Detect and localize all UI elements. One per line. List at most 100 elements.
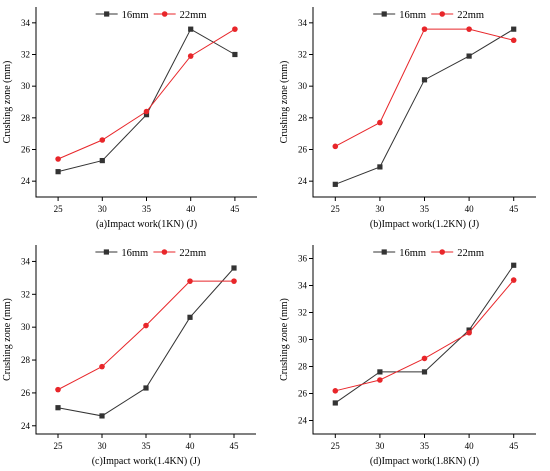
x-tick-label: 30 xyxy=(375,441,385,451)
legend-label: 16mm xyxy=(121,248,148,259)
data-point-square xyxy=(187,314,193,320)
data-point-circle xyxy=(466,26,472,32)
data-point-circle xyxy=(332,388,339,394)
chart-panel: 25 30 35 40 45 24 26 28 30 32 34 (a)Impact work(1KN… xyxy=(2,7,257,230)
x-tick-label: 30 xyxy=(98,204,108,214)
y-tick-label: 24 xyxy=(21,421,31,431)
legend-label: 22mm xyxy=(180,10,207,21)
data-point-square xyxy=(421,369,428,375)
y-tick-label: 24 xyxy=(21,176,31,186)
x-tick-label: 45 xyxy=(230,204,240,214)
legend-item: 22mm xyxy=(431,248,484,259)
y-tick-label: 36 xyxy=(298,254,308,264)
data-point-square xyxy=(511,262,517,268)
y-axis-title: Crushing zone (mm) xyxy=(2,61,13,144)
y-axis-title: Crushing zone (mm) xyxy=(2,298,13,381)
chart-panel: 25 30 35 40 45 24 26 28 30 32 34 (b)Impact work(1.2… xyxy=(279,7,536,230)
data-point-circle xyxy=(232,26,238,32)
x-tick-label: 25 xyxy=(54,441,64,451)
data-point-circle xyxy=(332,143,339,150)
x-tick-label: 25 xyxy=(331,441,341,451)
y-tick-label: 34 xyxy=(21,18,31,28)
x-axis-title: (a)Impact work(1KN) (J) xyxy=(96,219,197,230)
legend-label: 22mm xyxy=(457,10,484,21)
y-tick-label: 32 xyxy=(298,50,307,60)
data-point-circle xyxy=(143,322,149,329)
x-tick-label: 45 xyxy=(230,441,240,451)
data-point-square xyxy=(377,369,383,375)
legend-label: 16mm xyxy=(399,248,426,259)
y-tick-label: 34 xyxy=(21,256,31,266)
x-tick-label: 35 xyxy=(420,441,430,451)
x-tick-label: 40 xyxy=(186,204,196,214)
data-point-square xyxy=(55,169,61,175)
data-point-circle xyxy=(421,355,428,362)
legend-item: 22mm xyxy=(153,248,206,259)
y-axis-title: Crushing zone (mm) xyxy=(279,61,290,144)
y-tick-label: 28 xyxy=(21,113,31,123)
x-tick-label: 30 xyxy=(98,441,108,451)
legend-label: 16mm xyxy=(122,10,149,21)
axes xyxy=(312,245,536,435)
x-tick-label: 35 xyxy=(420,204,430,214)
data-point-circle xyxy=(377,377,383,383)
y-axis-title: Crushing zone (mm) xyxy=(279,298,290,381)
x-tick-label: 45 xyxy=(509,441,519,451)
data-point-square xyxy=(332,181,338,187)
legend-item: 16mm xyxy=(373,10,426,21)
x-tick-label: 40 xyxy=(186,441,196,451)
y-tick-label: 30 xyxy=(21,81,31,91)
y-tick-label: 30 xyxy=(298,335,308,345)
data-point-circle xyxy=(55,386,61,393)
x-tick-label: 25 xyxy=(331,204,341,214)
x-axis-title: (c)Impact work(1.4KN) (J) xyxy=(92,456,201,467)
x-axis-title: (b)Impact work(1.2KN) (J) xyxy=(370,219,479,230)
x-tick-label: 30 xyxy=(375,204,385,214)
data-point-square xyxy=(188,26,194,32)
legend-item: 16mm xyxy=(95,248,148,259)
legend-marker-circle xyxy=(161,11,168,17)
legend-marker-square xyxy=(381,249,387,255)
legend-marker-circle xyxy=(439,11,446,17)
data-point-square xyxy=(511,26,517,32)
axes xyxy=(312,7,536,198)
data-point-circle xyxy=(187,53,194,59)
data-point-circle xyxy=(187,278,193,284)
data-point-circle xyxy=(99,363,105,370)
y-tick-label: 26 xyxy=(298,145,308,155)
y-tick-label: 26 xyxy=(21,145,31,155)
data-point-square xyxy=(377,164,383,170)
data-point-square xyxy=(421,77,428,83)
legend-marker-circle xyxy=(161,249,168,255)
y-tick-label: 34 xyxy=(298,281,308,291)
y-tick-label: 32 xyxy=(298,308,307,318)
data-point-circle xyxy=(99,137,106,143)
data-point-square xyxy=(143,112,150,118)
legend-item: 16mm xyxy=(373,248,426,259)
data-point-circle xyxy=(377,119,383,126)
data-point-circle xyxy=(143,108,150,115)
data-point-circle xyxy=(421,26,428,32)
legend-marker-circle xyxy=(439,249,446,255)
legend-label: 16mm xyxy=(399,10,426,21)
legend-item: 16mm xyxy=(95,10,149,21)
y-tick-label: 32 xyxy=(21,50,30,60)
legend-item: 22mm xyxy=(431,10,484,21)
x-tick-label: 35 xyxy=(142,441,152,451)
data-point-square xyxy=(332,400,338,406)
x-tick-label: 40 xyxy=(465,204,475,214)
chart-panel: 25 30 35 40 45 24 26 28 30 32 34 (c)Impact work(1.4… xyxy=(2,245,256,467)
data-point-square xyxy=(143,385,149,391)
x-axis-title: (d)Impact work(1.8KN) (J) xyxy=(370,456,479,467)
axes xyxy=(35,7,257,198)
legend-label: 22mm xyxy=(457,248,484,259)
series-line xyxy=(57,28,236,173)
data-point-square xyxy=(232,51,238,58)
data-point-square xyxy=(231,265,237,271)
legend-marker-square xyxy=(103,249,109,255)
data-point-square xyxy=(466,53,472,59)
y-tick-label: 32 xyxy=(21,289,30,299)
chart-panel: 25 30 35 40 45 24 26 28 30 32 34 36 (d)Impact work(1… xyxy=(279,245,536,467)
y-tick-label: 26 xyxy=(21,388,31,398)
